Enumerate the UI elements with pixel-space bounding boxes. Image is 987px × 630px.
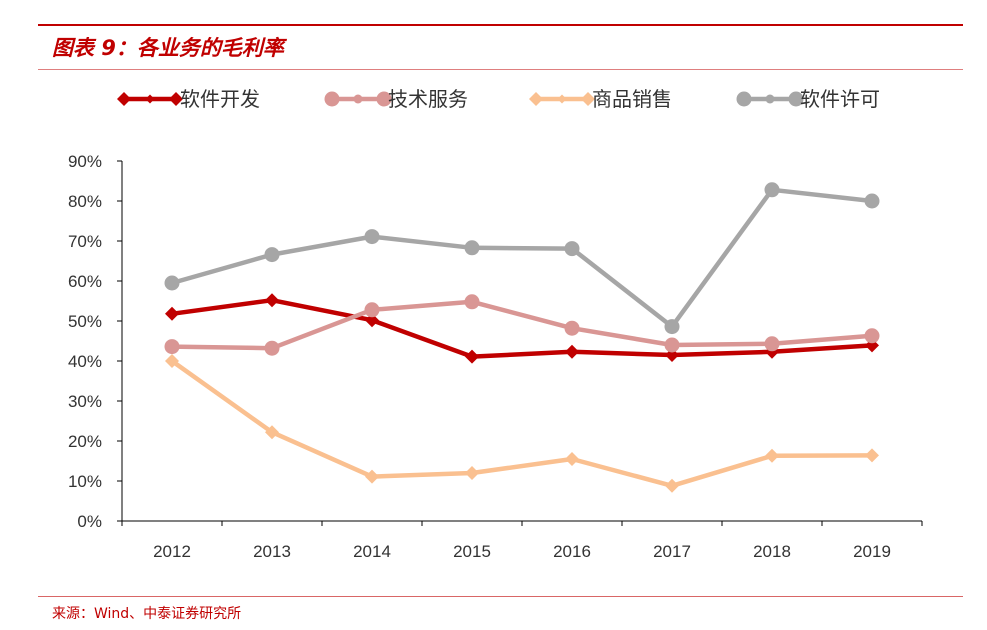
y-tick-label: 40%: [68, 352, 102, 371]
y-tick-label: 10%: [68, 472, 102, 491]
data-point: [565, 452, 579, 466]
data-point: [365, 469, 379, 484]
y-tick-label: 20%: [68, 432, 102, 451]
legend-label: 技术服务: [388, 88, 468, 111]
x-tick-label: 2012: [153, 542, 191, 561]
y-tick-label: 30%: [68, 392, 102, 411]
series-line: [169, 299, 875, 351]
series-line: [169, 297, 875, 359]
data-point: [465, 466, 479, 480]
series-3: [165, 354, 879, 493]
y-tick-label: 90%: [68, 152, 102, 171]
y-tick-label: 80%: [68, 192, 102, 211]
legend-swatch-marker: [557, 94, 567, 104]
bottom-rule: [38, 596, 963, 597]
data-point: [864, 328, 880, 344]
x-tick-label: 2016: [553, 542, 591, 561]
series-line: [169, 358, 875, 489]
x-tick-label: 2015: [453, 542, 491, 561]
data-point: [165, 306, 179, 321]
data-point: [365, 313, 379, 328]
legend-item: 技术服务: [324, 88, 468, 111]
legend-swatch-marker: [529, 92, 543, 106]
data-point: [165, 354, 179, 368]
data-point: [464, 240, 480, 256]
legend-label: 商品销售: [592, 88, 672, 111]
legend-item: 商品销售: [529, 88, 672, 111]
data-point: [264, 340, 280, 356]
data-point: [564, 320, 580, 336]
data-point: [265, 293, 279, 308]
data-point: [764, 336, 780, 352]
data-point: [665, 478, 679, 493]
legend-swatch-marker: [376, 91, 392, 107]
x-axis: 2012 2013 2014 2015 2016 2017 2018 2019: [121, 520, 923, 561]
y-axis: 0% 10% 20% 30% 40% 50% 60% 70% 80% 90%: [68, 152, 123, 531]
y-tick-label: 60%: [68, 272, 102, 291]
series-2: [164, 294, 880, 356]
series-line: [169, 187, 875, 329]
data-point: [464, 294, 480, 310]
x-tick-label: 2014: [353, 542, 391, 561]
top-rule: [38, 24, 963, 26]
x-tick-label: 2017: [653, 542, 691, 561]
legend-swatch-marker: [324, 91, 340, 107]
data-point: [364, 229, 380, 245]
legend-swatch-marker: [765, 94, 775, 104]
data-point: [864, 193, 880, 209]
data-point: [164, 275, 180, 291]
data-point: [265, 425, 279, 440]
data-point: [264, 247, 280, 263]
y-tick-label: 50%: [68, 312, 102, 331]
legend-label: 软件许可: [800, 88, 880, 111]
y-tick-label: 70%: [68, 232, 102, 251]
y-tick-label: 0%: [77, 512, 102, 531]
legend-item: 软件开发: [117, 88, 260, 111]
plot-area: [164, 182, 880, 493]
legend-swatch-marker: [788, 91, 804, 107]
legend-item: 软件许可: [736, 88, 880, 111]
legend: 软件开发 技术服务 商品销售 软件许可: [117, 88, 880, 111]
legend-swatch-marker: [736, 91, 752, 107]
data-point: [465, 349, 479, 364]
legend-swatch-marker: [581, 92, 595, 106]
source-note: 来源：Wind、中泰证券研究所: [52, 606, 242, 622]
figure-title: 图表 9：各业务的毛利率: [52, 36, 284, 60]
data-point: [164, 339, 180, 355]
data-point: [765, 448, 779, 463]
x-tick-label: 2013: [253, 542, 291, 561]
data-point: [664, 337, 680, 353]
legend-swatch-marker: [169, 92, 183, 106]
data-point: [865, 448, 879, 463]
legend-swatch-marker: [353, 94, 363, 104]
legend-swatch-marker: [145, 94, 155, 104]
data-point: [564, 241, 580, 257]
x-tick-label: 2019: [853, 542, 891, 561]
data-point: [565, 344, 579, 359]
legend-label: 软件开发: [180, 88, 260, 111]
series-4: [164, 182, 880, 335]
x-tick-label: 2018: [753, 542, 791, 561]
legend-swatch-marker: [117, 92, 131, 106]
data-point: [764, 182, 780, 198]
data-point: [364, 302, 380, 318]
data-point: [664, 319, 680, 335]
title-rule: [38, 69, 963, 70]
